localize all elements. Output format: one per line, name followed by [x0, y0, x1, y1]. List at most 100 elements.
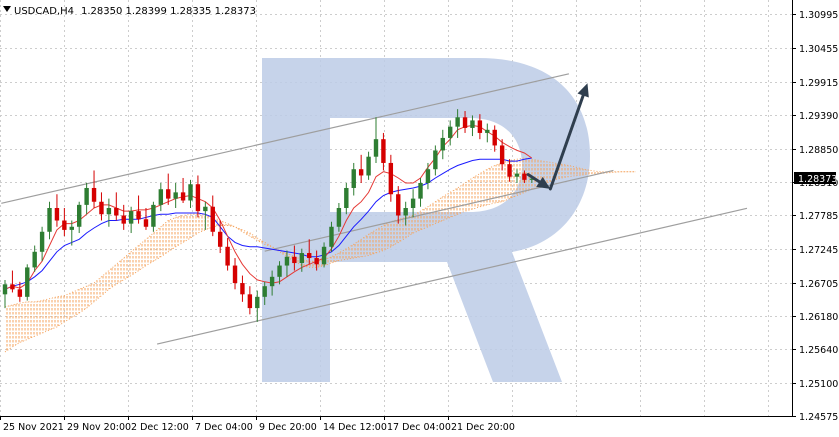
x-tick-label: 2 Dec 12:00 [131, 422, 189, 433]
candle-body [433, 150, 438, 170]
candle [492, 125, 497, 152]
candle [47, 201, 52, 240]
candle [62, 208, 67, 237]
candle [121, 204, 126, 230]
candle-body [2, 284, 8, 295]
candle [373, 117, 379, 163]
candle [462, 111, 468, 133]
candle [151, 201, 156, 232]
candle [99, 192, 104, 221]
candle [188, 179, 193, 208]
channel-line-upper [1, 73, 570, 204]
candle-body [84, 187, 89, 205]
candle-body [366, 156, 371, 176]
candle-body [321, 246, 327, 265]
chart-header[interactable]: USDCAD,H4 1.28350 1.28399 1.28335 1.2837… [3, 6, 256, 17]
candle [477, 114, 483, 140]
triangle-down-icon[interactable] [3, 6, 11, 12]
price-tag-label: 1.28373 [798, 174, 837, 185]
y-tick-label: 1.28850 [799, 145, 838, 156]
y-tick-label: 1.24575 [799, 412, 838, 423]
candle [32, 245, 37, 272]
candle [158, 182, 164, 212]
candle-body [17, 289, 23, 297]
candle-body [307, 253, 312, 259]
candle-body [166, 189, 171, 199]
candle-body [114, 208, 119, 216]
candle [314, 250, 319, 271]
candle [225, 238, 230, 271]
candle-body [32, 251, 37, 268]
candle [10, 270, 15, 293]
candle [217, 220, 223, 254]
candle [284, 250, 290, 277]
candle-body [136, 211, 141, 220]
y-tick-label: 1.30455 [799, 44, 838, 55]
x-tick-label: 29 Nov 20:00 [67, 422, 131, 433]
candle-body [299, 253, 304, 264]
candle [255, 290, 260, 322]
candle [277, 261, 282, 285]
candle [195, 175, 201, 218]
candle [499, 139, 505, 171]
candle-body [522, 173, 527, 180]
candle [358, 154, 364, 183]
y-tick-label: 1.27785 [799, 211, 838, 222]
candle-body [210, 206, 215, 232]
candle-body [351, 169, 356, 188]
candle-body [396, 194, 401, 216]
y-tick-label: 1.25100 [799, 379, 838, 390]
candle [269, 270, 275, 296]
candle-body [121, 215, 126, 224]
candle-body [143, 219, 149, 227]
candle [69, 220, 74, 246]
candle-body [225, 246, 230, 266]
candle-body [151, 204, 156, 227]
candle [128, 206, 134, 234]
candle [410, 189, 416, 218]
candle [299, 248, 304, 272]
x-axis: 25 Nov 2021 29 Nov 20:00 2 Dec 12:00 7 Dec … [0, 416, 515, 433]
price-tag-background [794, 172, 836, 184]
candle [507, 159, 512, 182]
candle [91, 170, 97, 208]
y-tick-label: 1.27245 [799, 245, 838, 256]
candle-body [529, 178, 535, 180]
y-tick-label: 1.26180 [799, 312, 838, 323]
candle-body [217, 231, 223, 247]
candle-body [462, 117, 468, 128]
ohlc-values: 1.28350 1.28399 1.28335 1.28373 [81, 6, 256, 17]
candle-body [180, 192, 186, 201]
trend-channel [1, 73, 748, 345]
candle [388, 154, 394, 202]
candle [381, 132, 386, 171]
candle [143, 208, 149, 230]
x-tick-label: 14 Dec 12:00 [323, 422, 387, 433]
candle-body [284, 256, 290, 266]
candle [418, 177, 423, 207]
candle-body [173, 192, 178, 199]
candle-body [440, 137, 445, 151]
candle [455, 109, 460, 138]
candle-body [10, 284, 15, 290]
candle-body [247, 294, 253, 309]
x-tick-label: 9 Dec 20:00 [259, 422, 317, 433]
candle [403, 201, 408, 226]
forecast-arrow-shaft-1 [526, 173, 541, 184]
candle-body [106, 208, 112, 215]
y-tick-label: 1.26705 [799, 279, 838, 290]
senkou-span-b [4, 171, 636, 353]
candle-body [232, 265, 238, 284]
candle-body [91, 187, 97, 202]
candle [425, 162, 431, 190]
candle [203, 201, 208, 230]
candle [292, 245, 297, 271]
candle [25, 264, 30, 301]
candle [440, 129, 445, 160]
y-tick-label: 1.30995 [799, 10, 838, 21]
current-price-tag: 1.28373 [794, 172, 837, 185]
candle [396, 186, 401, 224]
candle-body [470, 120, 475, 128]
candle-body [158, 189, 164, 205]
